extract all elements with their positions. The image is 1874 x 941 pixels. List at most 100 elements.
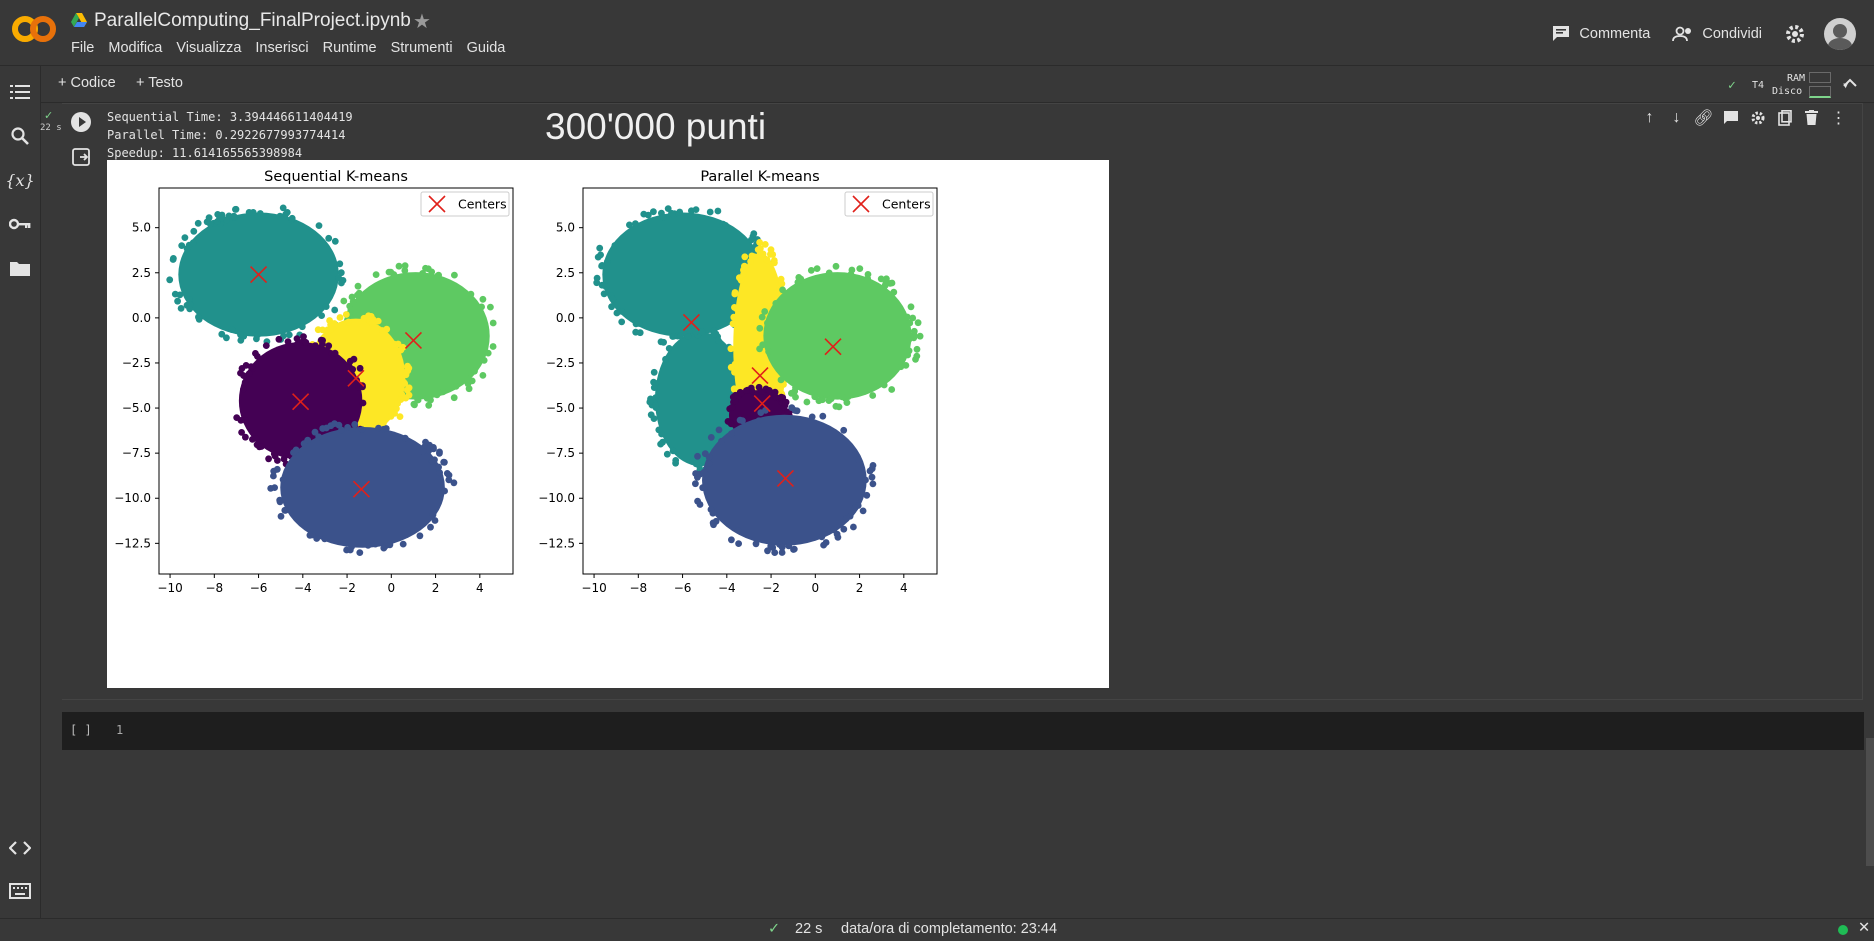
scatter-point	[270, 450, 278, 458]
scatter-point	[293, 335, 301, 342]
scatter-point	[177, 305, 185, 312]
scatter-point	[450, 394, 458, 402]
scatter-point	[734, 527, 742, 534]
empty-code-cell[interactable]: [ ] 1	[62, 712, 1864, 750]
scatter-point	[593, 274, 601, 282]
scatter-point	[696, 501, 704, 508]
scatter-point	[248, 363, 256, 371]
scatter-point	[190, 227, 198, 235]
comment-cell-icon[interactable]	[1721, 108, 1740, 127]
center-marker	[249, 266, 268, 284]
scatter-point	[335, 274, 343, 282]
menu-modifica[interactable]: Modifica	[108, 40, 163, 56]
code-snippets-icon[interactable]	[8, 836, 32, 860]
scatter-point	[183, 245, 191, 253]
scatter-point	[467, 290, 475, 298]
center-marker	[404, 331, 423, 349]
scatter-point	[869, 480, 877, 488]
scatter-point	[650, 208, 657, 216]
scatter-point	[356, 364, 364, 372]
scatter-point	[668, 210, 676, 218]
close-icon[interactable]: ✕	[1858, 920, 1871, 936]
share-button[interactable]: Condividi	[1672, 26, 1762, 42]
scrollbar[interactable]	[1866, 738, 1874, 866]
move-up-icon[interactable]: ↑	[1645, 108, 1654, 126]
scatter-point	[888, 279, 896, 287]
scatter-point	[792, 393, 799, 401]
scatter-point	[439, 388, 447, 396]
menu-strumenti[interactable]: Strumenti	[390, 40, 453, 56]
scatter-point	[890, 288, 898, 296]
scatter-point	[811, 393, 819, 401]
toc-icon[interactable]	[8, 80, 32, 104]
y-tick-label: −12.5	[538, 536, 575, 550]
scatter-point	[451, 271, 458, 279]
connection-status-dot[interactable]	[1838, 925, 1848, 935]
menu-visualizza[interactable]: Visualizza	[176, 40, 242, 56]
settings-icon[interactable]	[1784, 23, 1806, 45]
collapse-icon[interactable]	[1842, 76, 1858, 90]
comment-button[interactable]: Commenta	[1551, 25, 1650, 43]
mirror-cell-icon[interactable]	[1775, 108, 1794, 127]
scatter-point	[435, 463, 442, 471]
scatter-point	[835, 403, 843, 411]
scatter-point	[276, 498, 284, 506]
variables-icon[interactable]: {x}	[5, 170, 35, 190]
colab-logo[interactable]	[12, 14, 56, 44]
y-tick-label: −7.5	[122, 446, 151, 460]
scatter-point	[355, 289, 363, 297]
y-tick-label: −10.0	[538, 491, 575, 505]
y-tick-label: −12.5	[114, 536, 151, 550]
add-code-button[interactable]: + Codice	[58, 75, 116, 91]
scatter-point	[484, 349, 492, 357]
scatter-point	[311, 428, 319, 436]
menu-guida[interactable]: Guida	[466, 40, 506, 56]
center-stroke	[753, 394, 771, 413]
key-icon[interactable]	[8, 212, 32, 236]
cell-bracket[interactable]: [ ]	[70, 723, 92, 737]
scatter-point	[869, 462, 877, 469]
scatter-point	[344, 424, 351, 431]
run-button[interactable]	[71, 112, 91, 132]
scatter-point	[241, 379, 249, 386]
scatter-point	[277, 512, 285, 520]
scatter-point	[603, 258, 611, 266]
scatter-point	[270, 472, 277, 480]
scatter-point	[306, 531, 314, 539]
scatter-point	[650, 384, 658, 391]
scatter-point	[728, 430, 735, 438]
scatter-point	[907, 303, 915, 311]
scatter-point	[754, 246, 762, 253]
scatter-point	[178, 242, 186, 249]
menu-inserisci[interactable]: Inserisci	[255, 40, 309, 56]
output-menu-icon[interactable]	[72, 148, 92, 166]
menu-file[interactable]: File	[71, 40, 95, 56]
scatter-point	[710, 521, 717, 529]
menu-runtime[interactable]: Runtime	[322, 40, 377, 56]
output-heading: 300'000 punti	[545, 106, 767, 147]
center-stroke	[292, 393, 310, 411]
scatter-point	[311, 342, 319, 350]
notebook-toolbar: + Codice + Testo ✓ T4 RAM Disco ▾	[41, 66, 1874, 103]
scatter-point	[777, 376, 785, 384]
scatter-point	[879, 284, 887, 292]
add-text-button[interactable]: + Testo	[136, 75, 183, 91]
more-vert-icon[interactable]: ⋮	[1830, 109, 1847, 127]
avatar[interactable]	[1824, 18, 1856, 50]
scatter-point	[252, 350, 259, 357]
scatter-point	[431, 456, 438, 464]
search-icon[interactable]	[8, 124, 32, 148]
folder-icon[interactable]	[8, 256, 32, 280]
notebook-title[interactable]: ParallelComputing_FinalProject.ipynb	[94, 10, 411, 31]
delete-icon[interactable]	[1802, 108, 1821, 127]
cell-settings-icon[interactable]	[1748, 108, 1767, 127]
scatter-panel: Sequential K-means −10 −8 −6 −4 −2 0 2 4 5.0 2.5 0.…	[114, 169, 514, 595]
scatter-point	[397, 396, 405, 403]
scatter-point	[756, 324, 764, 332]
move-down-icon[interactable]: ↓	[1672, 108, 1681, 126]
terminal-icon[interactable]	[8, 879, 32, 903]
star-icon[interactable]: ★	[413, 11, 431, 33]
link-icon[interactable]: 🔗︎	[1693, 109, 1714, 127]
cluster-blob	[763, 272, 912, 400]
panel-title: Parallel K-means	[700, 169, 819, 185]
